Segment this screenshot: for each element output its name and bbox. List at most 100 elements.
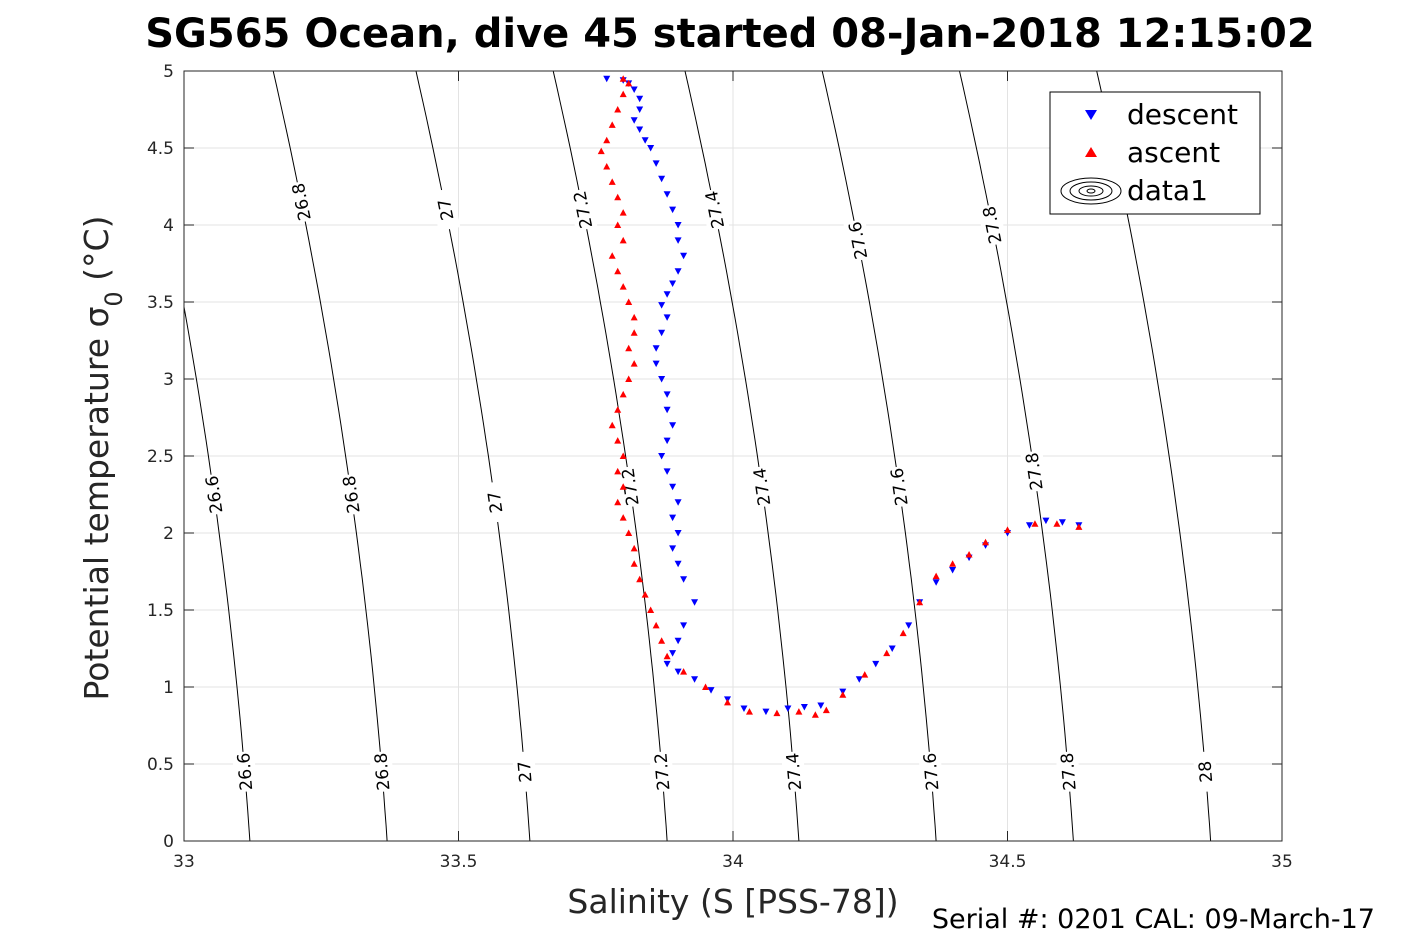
ascent-point (625, 79, 633, 87)
ascent-point (597, 147, 605, 155)
descent-point (674, 237, 682, 244)
legend-descent-marker (1085, 110, 1097, 120)
y-tick-label: 4.5 (147, 139, 174, 159)
y-tick-label: 4 (163, 216, 174, 236)
ascent-point (614, 221, 622, 228)
isopycnal-label-bg (1192, 750, 1219, 793)
descent-point (800, 704, 808, 711)
ascent-point (625, 375, 633, 382)
ascent-point (745, 708, 753, 715)
legend-descent-label: descent (1127, 98, 1238, 131)
ascent-point (949, 560, 957, 567)
y-tick-label: 1.5 (147, 601, 174, 621)
ascent-point (630, 360, 638, 367)
isopycnal-label-bg (200, 473, 228, 516)
isopycnal-line (184, 304, 251, 841)
descent-point (663, 291, 671, 298)
ascent-point (1031, 520, 1039, 527)
serial-calibration-note: Serial #: 0201 CAL: 09-March-17 (932, 904, 1375, 935)
descent-point (658, 175, 666, 183)
isopycnal-label-bg (369, 750, 395, 793)
isopycnal-label-text: 27.6 (920, 752, 943, 791)
descent-point (669, 206, 677, 214)
ascent-point (619, 514, 627, 521)
ascent-point (965, 551, 973, 558)
ascent-point (614, 467, 622, 475)
y-tick-label: 1 (163, 678, 174, 698)
ascent-point (658, 637, 666, 644)
descent-point (680, 252, 688, 260)
x-tick-label: 34.5 (989, 852, 1027, 872)
ascent-point (916, 598, 924, 606)
isopycnal-label-text: 27 (485, 490, 508, 514)
descent-point (663, 391, 671, 398)
descent-point (817, 702, 825, 709)
ascent-point (614, 193, 622, 201)
ascent-point (630, 544, 638, 552)
descent-point (674, 668, 682, 676)
descent-point (740, 705, 748, 713)
isopycnal-label-text: 26.8 (371, 752, 394, 791)
isopycnal-label: 27.2 (649, 750, 675, 793)
isopycnal-label-bg (977, 203, 1007, 247)
ascent-point (811, 711, 819, 718)
ascent-point (680, 668, 688, 675)
descent-point (652, 160, 660, 167)
ascent-point (861, 671, 869, 678)
isopycnal-label-bg (885, 465, 913, 509)
ascent-point (630, 560, 638, 567)
descent-point (641, 137, 649, 144)
isopycnal-label: 27 (512, 750, 538, 793)
y-tick-label: 0.5 (147, 755, 174, 775)
ascent-point (619, 483, 627, 490)
descent-point (1042, 517, 1050, 525)
ascent-point (1075, 523, 1083, 530)
descent-point (784, 705, 792, 713)
isopycnal-label: 27 (430, 187, 461, 232)
descent-point (674, 268, 682, 275)
isopycnal-label: 27.4 (781, 750, 807, 793)
isopycnal-label: 27 (481, 480, 509, 524)
descent-point (652, 360, 660, 368)
ascent-point (614, 106, 622, 113)
ascent-point (619, 209, 627, 216)
descent-point (658, 302, 666, 309)
descent-point (691, 599, 699, 606)
descent-point (888, 645, 896, 652)
isopycnal-label: 28 (1192, 750, 1219, 793)
data-points (597, 75, 1083, 718)
descent-point (663, 437, 671, 445)
isopycnal-label-text: 27.4 (783, 752, 806, 791)
descent-point (674, 222, 682, 229)
chart-title: SG565 Ocean, dive 45 started 08-Jan-2018… (145, 11, 1314, 57)
legend-ascent-marker (1085, 147, 1097, 157)
isopycnal-label-bg (568, 187, 598, 232)
isopycnal-label-text: 27.8 (1058, 752, 1081, 791)
isopycnal-label: 27.8 (1020, 450, 1048, 493)
legend-ascent-label: ascent (1127, 136, 1220, 169)
isopycnal-line (821, 71, 937, 841)
ascent-point (982, 538, 990, 546)
descent-point (872, 660, 880, 668)
ascent-point (899, 629, 907, 637)
isopycnal-label-bg (337, 473, 365, 516)
ascent-point (619, 283, 627, 290)
isopycnal-label: 26.8 (286, 180, 317, 224)
descent-point (652, 345, 660, 352)
ascent-point (636, 575, 644, 583)
descent-point (1025, 522, 1033, 529)
y-tick-label: 2 (163, 524, 174, 544)
descent-point (669, 514, 677, 522)
y-axis-label-main: Potential temperature σ (77, 307, 116, 701)
isopycnal-label-bg (481, 480, 509, 524)
descent-point (669, 422, 677, 429)
descent-point (762, 708, 770, 716)
ascent-point (614, 267, 622, 275)
descent-point (647, 145, 655, 152)
ascent-point (608, 252, 616, 259)
isopycnal-label-bg (918, 750, 944, 793)
ascent-point (795, 708, 803, 715)
y-tick-label: 3 (163, 370, 174, 390)
y-axis-label-subscript: 0 (100, 291, 128, 306)
